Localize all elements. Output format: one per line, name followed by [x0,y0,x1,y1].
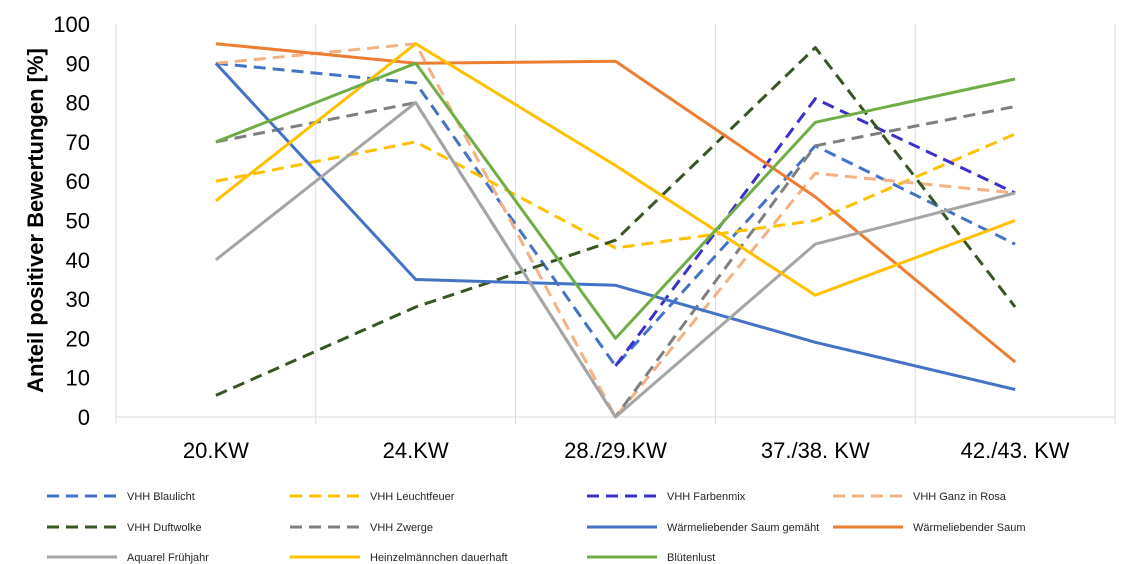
y-tick-label: 60 [66,169,90,194]
x-tick-label: 24.KW [383,438,449,463]
y-tick-label: 20 [66,326,90,351]
x-tick-label: 37./38. KW [761,438,870,463]
y-tick-label: 70 [66,130,90,155]
legend-entry-label: Aquarel Frühjahr [127,552,209,564]
series-line [214,101,1016,419]
series-line [214,42,1016,297]
legend-entry-label: VHH Blaulicht [127,491,195,503]
legend-entry-label: VHH Leuchtfeuer [370,491,455,503]
x-tick-label: 20.KW [183,438,249,463]
y-tick-label: 80 [66,91,90,116]
legend: VHH Blaulicht VHH Leuchtfeuer VHH Farbenmi… [47,491,1026,564]
y-tick-label: 50 [66,209,90,234]
series-lines [214,42,1017,419]
y-tick-label: 100 [53,12,90,37]
series-line [215,61,1016,368]
y-tick-label: 10 [66,366,90,391]
y-tick-label: 90 [66,51,90,76]
x-tick-label: 28./29.KW [564,438,667,463]
legend-entry-label: Wärmeliebender Saum [913,522,1026,534]
x-axis-tick-labels: 20.KW 24.KW 28./29.KW 37./38. KW 42./43. KW [183,438,1070,463]
series-line [215,42,1017,364]
series-line [214,62,1016,391]
y-tick-label: 40 [66,248,90,273]
legend-entry-label: Heinzelmännchen dauerhaft [370,552,508,564]
series-line [215,61,1016,340]
legend-entry-label: Wärmeliebender Saum gemäht [667,522,819,534]
series-line [614,97,1016,367]
series-line [215,46,1017,397]
legend-entry-label: Blütenlust [667,552,715,564]
legend-entry-label: VHH Zwerge [370,522,433,534]
legend-entry-label: VHH Farbenmix [667,491,746,503]
legend-entry-label: VHH Ganz in Rosa [913,491,1007,503]
x-tick-label: 42./43. KW [961,438,1070,463]
legend-entry-label: VHH Duftwolke [127,522,202,534]
y-tick-label: 30 [66,287,90,312]
y-axis-tick-labels: 0 10 20 30 40 50 60 70 80 90 100 [53,12,90,430]
series-line [215,42,1016,419]
y-axis-label: Anteil positiver Bewertungen [%] [23,48,48,393]
y-tick-label: 0 [78,405,90,430]
